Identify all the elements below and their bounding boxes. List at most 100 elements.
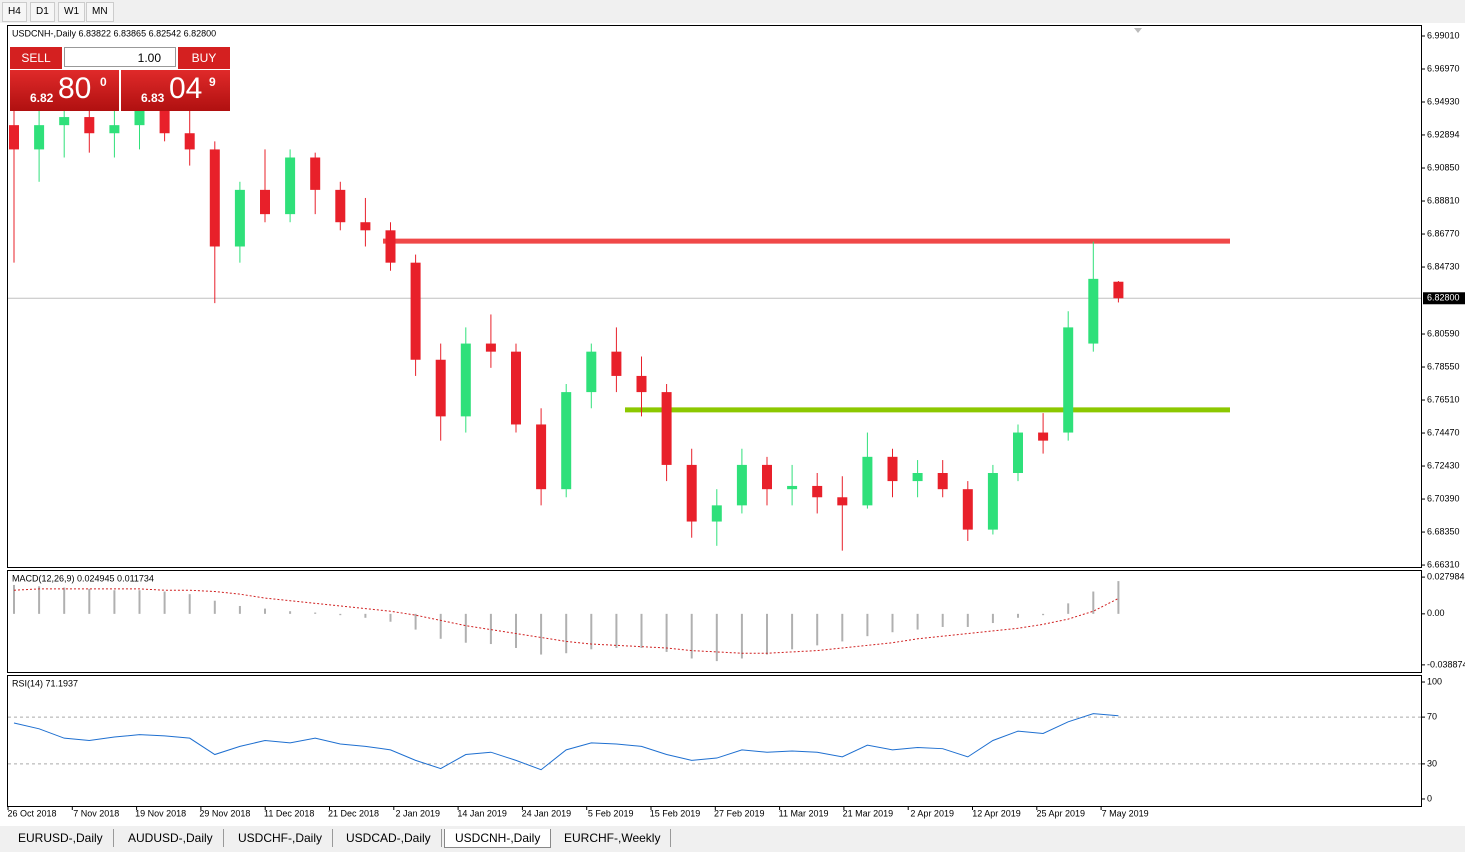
x-tick-label: 21 Dec 2018 [328,808,379,818]
candle-body [84,117,95,134]
candle-body [59,117,70,126]
y-tick-label: 6.94930 [1427,96,1460,106]
symbol-tab[interactable]: USDCHF-,Daily [228,829,333,847]
symbol-tab[interactable]: EURUSD-,Daily [8,829,114,847]
candle-body [1013,432,1023,473]
chart-bg [0,23,1465,826]
buy-button[interactable]: BUY [178,47,230,69]
candle-body [260,189,270,215]
y-tick-label: 0 [1427,793,1432,803]
candle-body [9,125,19,150]
symbol-tab[interactable]: USDCAD-,Daily [336,829,442,847]
y-tick-label: 6.90850 [1427,162,1460,172]
candle-body [686,464,697,522]
candle-body [460,343,471,417]
candle-body [410,262,421,360]
x-tick-label: 11 Dec 2018 [264,808,314,818]
trade-panel: SELL 1.00 BUY 6.82 80 0 6.83 04 9 [10,47,230,111]
candle-body [962,489,973,530]
candle-body [787,485,798,490]
y-tick-label: 6.66310 [1427,559,1460,569]
timeframe-button[interactable]: D1 [30,2,55,22]
candle-body [109,125,120,134]
signal-line [13,588,1119,654]
y-tick-label: 6.96970 [1427,63,1460,73]
symbol-tab[interactable]: USDCNH-,Daily [444,829,552,848]
candle-body [561,392,572,490]
panel-title: USDCNH-,Daily 6.83822 6.83865 6.82542 6.… [12,28,216,38]
sell-big: 80 [58,72,92,105]
y-tick-label: -0.038874 [1427,659,1465,669]
candle-body [711,505,722,522]
timeframe-button[interactable]: H4 [2,2,27,22]
symbol-tab[interactable]: EURCHF-,Weekly [554,829,672,847]
candle-body [937,472,948,490]
x-tick-label: 12 Apr 2019 [972,808,1021,818]
candle-body [586,351,597,393]
x-tick-label: 2 Jan 2019 [396,808,441,818]
y-tick-label: 70 [1427,711,1437,721]
candle-body [887,456,898,482]
rsi-line [13,713,1119,771]
buy-price-box[interactable] [121,70,230,111]
y-tick-label: 30 [1427,758,1437,768]
candle-body [762,464,772,490]
timeframe-button[interactable]: MN [86,2,114,22]
x-tick-label: 7 May 2019 [1102,808,1149,818]
x-tick-label: 19 Nov 2018 [135,808,186,818]
candle-body [34,125,45,150]
candle-body [736,464,747,506]
x-tick-label: 15 Feb 2019 [650,808,701,818]
candle-body [385,230,396,263]
timeframe-button[interactable]: W1 [58,2,85,22]
candle-body [837,497,848,506]
shift-marker [1134,28,1142,33]
x-tick-label: 24 Jan 2019 [522,808,572,818]
panel-title: RSI(14) 71.1937 [12,678,78,688]
candle-body [234,189,245,247]
y-tick-label: 0.00 [1427,608,1445,618]
buy-big: 04 [169,72,203,105]
candle-body [310,157,321,190]
candle-body [285,157,296,215]
x-tick-label: 26 Oct 2018 [7,808,56,818]
candle-body [134,108,145,126]
sell-button[interactable]: SELL [10,47,62,69]
x-tick-label: 14 Jan 2019 [457,808,507,818]
macd-panel [7,570,1422,673]
y-tick-label: 6.88810 [1427,195,1460,205]
candle-body [360,222,371,231]
candle-body [812,485,823,498]
y-tick-label: 6.99010 [1427,30,1460,40]
y-tick-label: 6.68350 [1427,526,1460,536]
current-price-label: 6.82800 [1427,293,1460,303]
x-tick-label: 7 Nov 2018 [73,808,119,818]
candle-body [636,375,647,393]
y-tick-label: 6.76510 [1427,394,1460,404]
candle-body [335,189,346,223]
x-tick-label: 27 Feb 2019 [714,808,765,818]
buy-sup: 9 [209,75,216,89]
candle-body [485,343,496,352]
sell-price-box[interactable] [10,70,119,111]
candle-body [184,133,195,150]
x-tick-label: 5 Feb 2019 [588,808,634,818]
candle-body [912,472,923,482]
lot-input[interactable]: 1.00 [64,47,176,67]
candle-body [511,351,521,425]
candle-body [611,351,622,376]
candle-body [987,472,998,530]
symbol-tab[interactable]: AUDUSD-,Daily [118,829,224,847]
panel-title: MACD(12,26,9) 0.024945 0.011734 [12,573,154,583]
y-tick-label: 6.84730 [1427,261,1460,271]
candle-body [1088,278,1099,344]
sell-prefix: 6.82 [30,91,54,105]
price-panel [7,25,1422,568]
y-tick-label: 6.72430 [1427,460,1460,470]
x-tick-label: 21 Mar 2019 [843,808,894,818]
rsi-panel [7,675,1422,807]
candle-body [159,108,170,134]
sell-sup: 0 [100,75,107,89]
